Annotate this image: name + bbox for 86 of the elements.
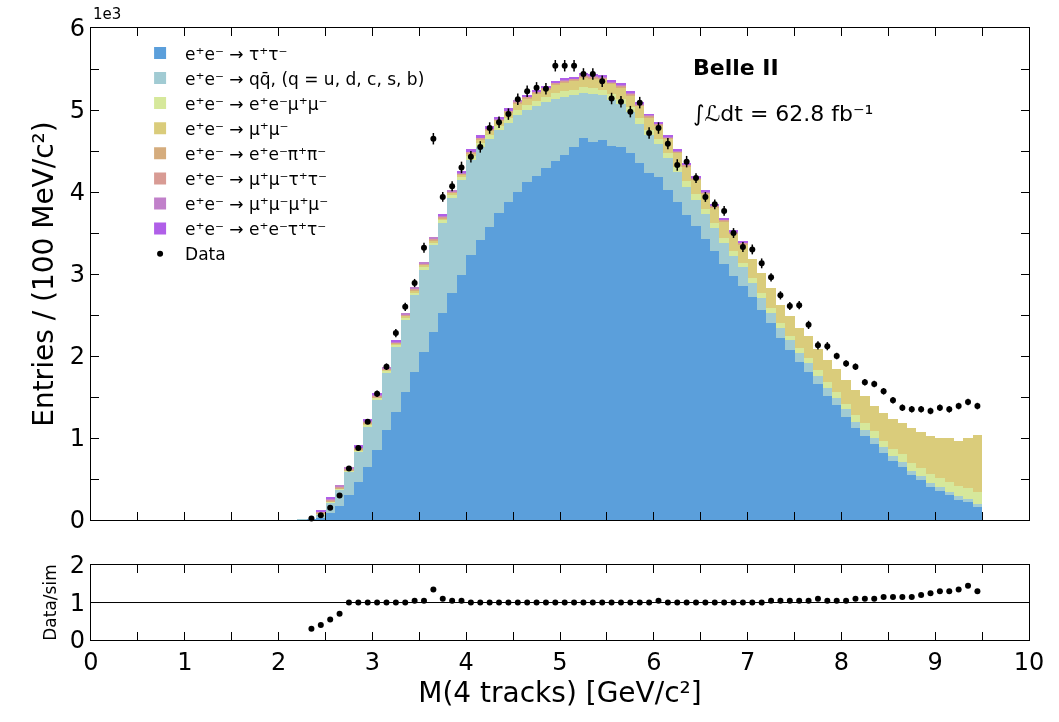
- bar: [823, 388, 832, 396]
- legend-label: e⁺e⁻ → e⁺e⁻μ⁺μ⁻: [185, 93, 328, 114]
- x-tick-label: 8: [833, 647, 850, 676]
- legend-label: e⁺e⁻ → μ⁺μ⁻: [185, 118, 289, 139]
- x-tick-label: 10: [1013, 647, 1045, 676]
- bar: [804, 363, 813, 372]
- x-tick-label: 9: [927, 647, 943, 676]
- annotation: Belle II: [693, 55, 779, 80]
- y-tick-label: 4: [69, 178, 86, 207]
- text: 1e3: [93, 5, 122, 23]
- bar: [757, 298, 766, 310]
- y-axis-title: Entries / (100 MeV/c²): [26, 121, 60, 427]
- bar: [691, 194, 701, 200]
- bar: [663, 153, 673, 158]
- bar: [776, 328, 785, 338]
- bar: [766, 313, 776, 323]
- bar: [766, 308, 776, 313]
- legend-label: e⁺e⁻ → μ⁺μ⁻τ⁺τ⁻: [185, 169, 328, 190]
- bar: [494, 126, 504, 130]
- bar: [851, 422, 860, 428]
- bar: [701, 209, 710, 214]
- bar: [719, 238, 729, 243]
- x-tick-label: 5: [552, 647, 568, 676]
- legend-label: e⁺e⁻ → e⁺e⁻τ⁺τ⁻: [185, 219, 327, 240]
- bar: [935, 487, 945, 491]
- legend-label: e⁺e⁻ → qq̄, (q = u, d, c, s, b): [185, 68, 425, 89]
- y-tick-label: 6: [69, 14, 86, 43]
- bar: [879, 447, 888, 453]
- bar: [813, 370, 823, 376]
- bar: [795, 348, 804, 353]
- bar: [513, 110, 522, 115]
- y-tick-label: 3: [69, 260, 86, 289]
- legend-label: e⁺e⁻ → e⁺e⁻π⁺π⁻: [185, 143, 327, 164]
- bar: [710, 223, 719, 228]
- y-tick-label: 2: [69, 551, 86, 580]
- y-tick-label: 2: [69, 342, 86, 371]
- x-tick-label: 6: [646, 647, 662, 676]
- y-tick-label: 1: [69, 424, 86, 453]
- bar: [504, 118, 513, 123]
- bar: [832, 398, 841, 405]
- bar: [973, 504, 982, 507]
- x-tick-label: 2: [270, 647, 287, 676]
- bar: [945, 492, 954, 495]
- x-tick-label: 4: [458, 647, 474, 676]
- bar: [898, 462, 907, 467]
- legend-label: Data: [185, 244, 226, 265]
- bar: [860, 423, 870, 430]
- bar: [851, 415, 860, 422]
- x-axis-title: M(4 tracks) [GeV/c²]: [418, 675, 702, 709]
- bar: [804, 358, 813, 363]
- bar: [729, 251, 738, 256]
- y-tick-label: 5: [69, 96, 86, 125]
- legend-label: e⁺e⁻ → μ⁺μ⁻μ⁺μ⁻: [185, 194, 329, 215]
- bar: [813, 376, 823, 384]
- bar: [823, 382, 832, 388]
- y-axis-title: Data/sim: [40, 564, 61, 641]
- annotation: ∫ℒdt = 62.8 fb⁻¹: [693, 101, 874, 126]
- bar: [841, 409, 851, 417]
- bar: [757, 293, 766, 298]
- bar: [916, 476, 926, 480]
- bar: [738, 263, 748, 267]
- bar: [888, 456, 898, 461]
- bar: [635, 118, 644, 124]
- bar: [879, 441, 888, 447]
- legend-label: e⁺e⁻ → τ⁺τ⁻: [185, 43, 288, 64]
- x-tick-label: 3: [364, 647, 381, 676]
- bar: [682, 181, 691, 187]
- x-tick-label: 7: [739, 647, 756, 676]
- bar: [841, 404, 851, 409]
- bar: [785, 336, 795, 340]
- bar: [748, 278, 757, 283]
- bar: [795, 353, 804, 362]
- bar: [870, 438, 879, 444]
- y-tick-label: 0: [69, 506, 86, 535]
- bar: [485, 135, 494, 139]
- y-tick-label: 0: [69, 626, 86, 655]
- bar: [832, 392, 841, 398]
- bar: [785, 340, 795, 350]
- y-tick-label: 1: [69, 588, 86, 617]
- x-tick-label: 1: [177, 647, 193, 676]
- bar: [870, 431, 879, 438]
- bar: [485, 131, 494, 135]
- bar: [926, 483, 935, 487]
- bar: [860, 430, 870, 436]
- bar: [907, 471, 916, 475]
- bar: [776, 323, 785, 328]
